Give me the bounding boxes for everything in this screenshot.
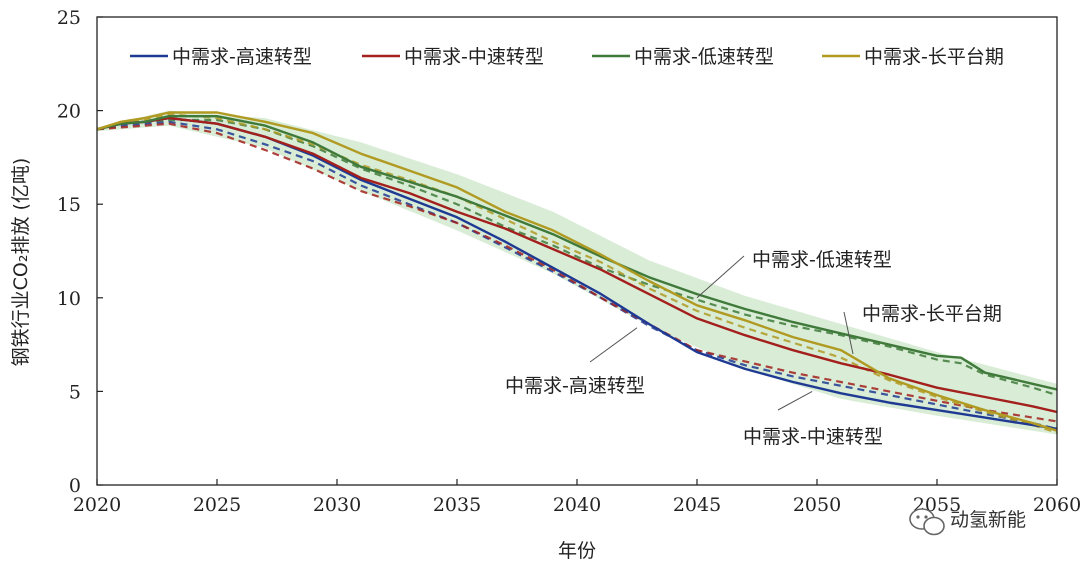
uncertainty-band — [97, 110, 1057, 435]
x-tick-label: 2035 — [433, 494, 481, 516]
annotation-label: 中需求-长平台期 — [862, 303, 1002, 325]
wechat-icon — [909, 508, 945, 536]
x-tick-label: 2040 — [553, 494, 601, 516]
legend-label: 中需求-低速转型 — [634, 46, 774, 68]
x-axis-label: 年份 — [558, 540, 596, 562]
series-line-3 — [96, 115, 1058, 391]
annotation-leader — [589, 327, 638, 363]
legend: 中需求-高速转型 中需求-中速转型 中需求-低速转型 中需求-长平台期 — [130, 46, 1004, 68]
y-tick-label: 5 — [69, 381, 81, 403]
series-dashed-line-2 — [96, 122, 1058, 423]
annotation-leader — [696, 255, 745, 299]
x-tick-label: 2060 — [1033, 494, 1080, 516]
annotation-label: 中需求-低速转型 — [752, 249, 892, 271]
legend-label: 中需求-高速转型 — [172, 46, 312, 68]
annotation-label: 中需求-中速转型 — [743, 426, 883, 448]
annotation-leader — [777, 390, 813, 411]
series-line-2 — [96, 116, 1058, 414]
y-tick-label: 20 — [57, 101, 81, 123]
series-dashed-line-4 — [96, 113, 1058, 434]
x-tick-label: 2025 — [193, 494, 241, 516]
y-tick-label: 15 — [57, 194, 81, 216]
legend-label: 中需求-长平台期 — [864, 46, 1004, 68]
series-dashed-line-3 — [96, 118, 1058, 397]
y-axis-label: 钢铁行业CO₂排放 (亿吨) — [10, 158, 32, 367]
x-tick-label: 2030 — [313, 494, 361, 516]
series-dashed-line-1 — [96, 120, 1058, 430]
annotation-label: 中需求-高速转型 — [505, 375, 645, 397]
legend-label: 中需求-中速转型 — [404, 46, 544, 68]
y-tick-label: 25 — [57, 7, 81, 29]
y-tick-label: 10 — [57, 288, 81, 310]
x-tick-label: 2050 — [793, 494, 841, 516]
series-line-4 — [96, 111, 1058, 432]
y-tick-label: 0 — [69, 475, 81, 497]
watermark: 动氢新能 — [909, 508, 1026, 536]
x-tick-label: 2020 — [73, 494, 121, 516]
annotation-leader — [843, 311, 854, 355]
uncertainty-band-layer — [97, 110, 1057, 435]
watermark-text: 动氢新能 — [950, 509, 1026, 531]
series-layer — [96, 111, 1058, 434]
x-tick-label: 2045 — [673, 494, 721, 516]
